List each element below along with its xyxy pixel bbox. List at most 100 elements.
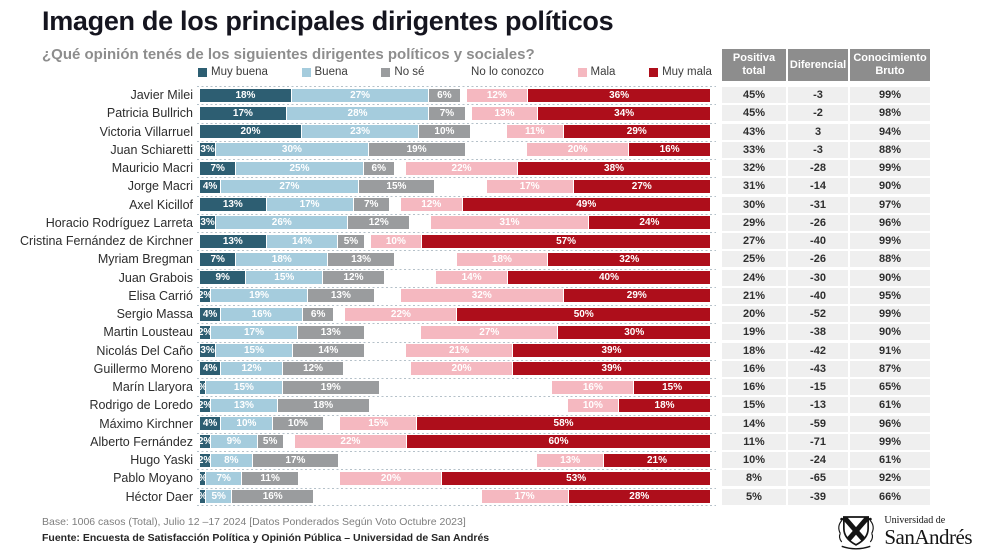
stacked-bar: 7% 18% 13% 18% 32% [200, 252, 711, 266]
segment-value-label: 10% [287, 418, 308, 430]
segment-value-label: 11% [525, 126, 545, 138]
stacked-bar: 7% 25% 6% 22% 38% [200, 161, 711, 175]
segment-buena: 14% [266, 234, 338, 248]
diferencial-cell: -31 [788, 196, 848, 213]
segment-no_lo_conozco [384, 271, 436, 285]
segment-value-label: 15% [233, 381, 254, 393]
segment-mala: 22% [294, 435, 406, 449]
segment-value-label: 34% [614, 107, 635, 119]
conocimiento-cell: 99% [850, 233, 930, 250]
segment-muy_buena: 4% [200, 179, 221, 193]
segment-buena: 26% [216, 216, 348, 230]
segment-value-label: 31% [499, 217, 520, 229]
legend-label: No sé [394, 66, 425, 78]
segment-buena: 18% [236, 252, 328, 266]
positiva-total-cell: 8% [722, 470, 786, 487]
segment-value-label: 24% [639, 217, 660, 229]
segment-value-label: 3% [200, 217, 215, 229]
segment-no_se: 5% [257, 435, 283, 449]
diferencial-cell: -28 [788, 160, 848, 177]
positiva-total-cell: 5% [722, 488, 786, 505]
conocimiento-cell: 88% [850, 141, 930, 158]
positiva-total-cell: 31% [722, 178, 786, 195]
stacked-bar: % 7% 11% 20% 53% [200, 471, 710, 485]
segment-value-label: 13% [351, 253, 372, 265]
positiva-total-cell: 11% [722, 433, 786, 450]
conocimiento-cell: 99% [850, 433, 930, 450]
segment-value-label: 14% [318, 345, 339, 357]
segment-value-label: 7% [439, 107, 455, 119]
diferencial-cell: -43 [788, 360, 848, 377]
segment-value-label: 18% [491, 253, 512, 265]
segment-no_se: 15% [358, 179, 435, 193]
segment-no_se: 10% [419, 125, 470, 139]
segment-value-label: 13% [222, 199, 243, 211]
segment-buena: 28% [286, 106, 429, 120]
segment-mala: 10% [567, 398, 619, 412]
segment-value-label: 4% [202, 418, 218, 430]
segment-value-label: 12% [368, 217, 389, 229]
segment-buena: 19% [211, 289, 308, 303]
chart-row: Myriam Bregman 7% 18% 13% 18% 32% 25% -26 88% [0, 250, 1000, 268]
segment-value-label: 13% [330, 290, 351, 302]
segment-buena: 17% [211, 325, 297, 339]
segment-buena: 7% [206, 471, 242, 485]
diferencial-cell: -38 [788, 324, 848, 341]
segment-value-label: 17% [514, 491, 535, 503]
segment-buena: 23% [302, 125, 419, 139]
segment-buena: 15% [246, 271, 323, 285]
segment-mala: 13% [471, 106, 538, 120]
segment-mala: 11% [507, 125, 563, 139]
chart-rows: Javier Milei 18% 27% 6% 12% 36% 45% -3 99% Patric… [0, 86, 1000, 506]
diferencial-cell: -59 [788, 415, 848, 432]
segment-mala: 21% [405, 344, 513, 358]
positiva-total-cell: 45% [722, 87, 786, 104]
segment-value-label: 11% [260, 472, 280, 484]
diferencial-cell: -42 [788, 342, 848, 359]
positiva-total-cell: 19% [722, 324, 786, 341]
segment-no_se: 7% [429, 106, 465, 120]
legend-label: Muy mala [662, 66, 712, 78]
politician-name: Juan Schiaretti [110, 142, 193, 157]
segment-value-label: 22% [451, 162, 472, 174]
segment-muy_mala: 29% [563, 289, 711, 303]
segment-no_lo_conozco [470, 125, 506, 139]
segment-no_lo_conozco [410, 216, 431, 230]
segment-value-label: 6% [437, 89, 452, 101]
segment-no_se: 7% [353, 198, 389, 212]
conocimiento-cell: 95% [850, 287, 930, 304]
segment-value-label: 32% [471, 290, 492, 302]
segment-no_se: 6% [363, 161, 394, 175]
segment-value-label: 12% [421, 199, 442, 211]
segment-value-label: 20% [451, 363, 472, 375]
segment-muy_buena: 3% [200, 143, 216, 157]
segment-value-label: 39% [601, 345, 622, 357]
legend-swatch-no_se [381, 67, 391, 77]
segment-no_lo_conozco [394, 252, 456, 266]
segment-no_lo_conozco [364, 344, 405, 358]
segment-mala: 17% [481, 490, 568, 504]
politician-name: Nicolás Del Caño [96, 343, 193, 358]
diferencial-cell: -71 [788, 433, 848, 450]
segment-muy_mala: 30% [558, 325, 710, 339]
segment-no_se: 19% [282, 380, 379, 394]
segment-muy_buena: 13% [200, 234, 266, 248]
segment-mala: 16% [552, 380, 634, 394]
segment-mala: 22% [345, 307, 457, 321]
segment-value-label: 29% [626, 290, 647, 302]
segment-value-label: 16% [582, 381, 603, 393]
legend-item-no_se: No sé [381, 66, 424, 78]
politician-name: Rodrigo de Loredo [89, 398, 193, 413]
stacked-bar: 9% 15% 12% 14% 40% [200, 271, 710, 285]
politician-name: Myriam Bregman [97, 252, 193, 267]
segment-mala: 12% [400, 198, 462, 212]
positiva-total-cell: 15% [722, 397, 786, 414]
segment-mala: 10% [370, 234, 422, 248]
segment-no_lo_conozco [374, 289, 400, 303]
conocimiento-cell: 98% [850, 105, 930, 122]
segment-buena: 27% [221, 179, 358, 193]
conocimiento-cell: 91% [850, 342, 930, 359]
segment-value-label: 2% [200, 454, 210, 466]
segment-value-label: 18% [271, 253, 292, 265]
